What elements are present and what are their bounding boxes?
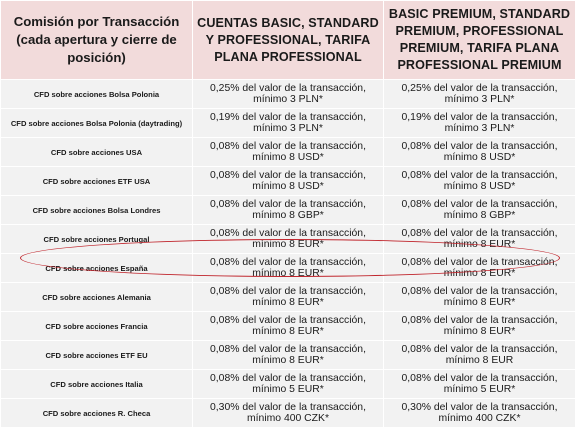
table-row: CFD sobre acciones Portugal 0,08% del va… [1, 225, 575, 254]
basic-commission: 0,25% del valor de la transacción, mínim… [193, 80, 384, 109]
table-row: CFD sobre acciones Bolsa Londres 0,08% d… [1, 196, 575, 225]
premium-commission: 0,08% del valor de la transacción, mínim… [384, 196, 575, 225]
basic-commission: 0,08% del valor de la transacción, mínim… [193, 312, 384, 341]
instrument-name: CFD sobre acciones Portugal [1, 225, 193, 254]
basic-commission: 0,08% del valor de la transacción, mínim… [193, 167, 384, 196]
header-row: Comisión por Transacción (cada apertura … [1, 1, 575, 80]
instrument-name: CFD sobre acciones Bolsa Londres [1, 196, 193, 225]
instrument-name: CFD sobre acciones Italia [1, 370, 193, 399]
basic-commission: 0,08% del valor de la transacción, mínim… [193, 138, 384, 167]
premium-commission: 0,19% del valor de la transacción, mínim… [384, 109, 575, 138]
table-row: CFD sobre acciones R. Checa 0,30% del va… [1, 399, 575, 428]
table-row: CFD sobre acciones Bolsa Polonia (daytra… [1, 109, 575, 138]
premium-commission: 0,25% del valor de la transacción, mínim… [384, 80, 575, 109]
table-row: CFD sobre acciones USA 0,08% del valor d… [1, 138, 575, 167]
premium-commission: 0,08% del valor de la transacción, mínim… [384, 138, 575, 167]
table-row: CFD sobre acciones ETF EU 0,08% del valo… [1, 341, 575, 370]
instrument-name: CFD sobre acciones Francia [1, 312, 193, 341]
table-row: CFD sobre acciones Italia 0,08% del valo… [1, 370, 575, 399]
premium-commission: 0,08% del valor de la transacción, mínim… [384, 370, 575, 399]
basic-commission: 0,08% del valor de la transacción, mínim… [193, 196, 384, 225]
instrument-name: CFD sobre acciones Bolsa Polonia (daytra… [1, 109, 193, 138]
premium-commission: 0,08% del valor de la transacción, mínim… [384, 341, 575, 370]
basic-commission: 0,19% del valor de la transacción, mínim… [193, 109, 384, 138]
basic-commission: 0,30% del valor de la transacción, mínim… [193, 399, 384, 428]
premium-commission: 0,08% del valor de la transacción, mínim… [384, 283, 575, 312]
basic-commission: 0,08% del valor de la transacción, mínim… [193, 370, 384, 399]
table-row: CFD sobre acciones ETF USA 0,08% del val… [1, 167, 575, 196]
instrument-name: CFD sobre acciones Alemania [1, 283, 193, 312]
table-row: CFD sobre acciones Alemania 0,08% del va… [1, 283, 575, 312]
instrument-name: CFD sobre acciones ETF USA [1, 167, 193, 196]
basic-commission: 0,08% del valor de la transacción, mínim… [193, 225, 384, 254]
header-basic-accounts: CUENTAS BASIC, STANDARD Y PROFESSIONAL, … [193, 1, 384, 80]
header-premium-accounts: BASIC PREMIUM, STANDARD PREMIUM, PROFESS… [384, 1, 575, 80]
basic-commission: 0,08% del valor de la transacción, mínim… [193, 254, 384, 283]
premium-commission: 0,08% del valor de la transacción, mínim… [384, 225, 575, 254]
table-row: CFD sobre acciones Bolsa Polonia 0,25% d… [1, 80, 575, 109]
instrument-name: CFD sobre acciones USA [1, 138, 193, 167]
instrument-name: CFD sobre acciones Bolsa Polonia [1, 80, 193, 109]
premium-commission: 0,30% del valor de la transacción, mínim… [384, 399, 575, 428]
instrument-name: CFD sobre acciones España [1, 254, 193, 283]
premium-commission: 0,08% del valor de la transacción, mínim… [384, 312, 575, 341]
premium-commission: 0,08% del valor de la transacción, mínim… [384, 167, 575, 196]
instrument-name: CFD sobre acciones R. Checa [1, 399, 193, 428]
premium-commission: 0,08% del valor de la transacción, mínim… [384, 254, 575, 283]
basic-commission: 0,08% del valor de la transacción, mínim… [193, 283, 384, 312]
header-commission: Comisión por Transacción (cada apertura … [1, 1, 193, 80]
table-row-highlighted: CFD sobre acciones España 0,08% del valo… [1, 254, 575, 283]
instrument-name: CFD sobre acciones ETF EU [1, 341, 193, 370]
basic-commission: 0,08% del valor de la transacción, mínim… [193, 341, 384, 370]
table-row: CFD sobre acciones Francia 0,08% del val… [1, 312, 575, 341]
